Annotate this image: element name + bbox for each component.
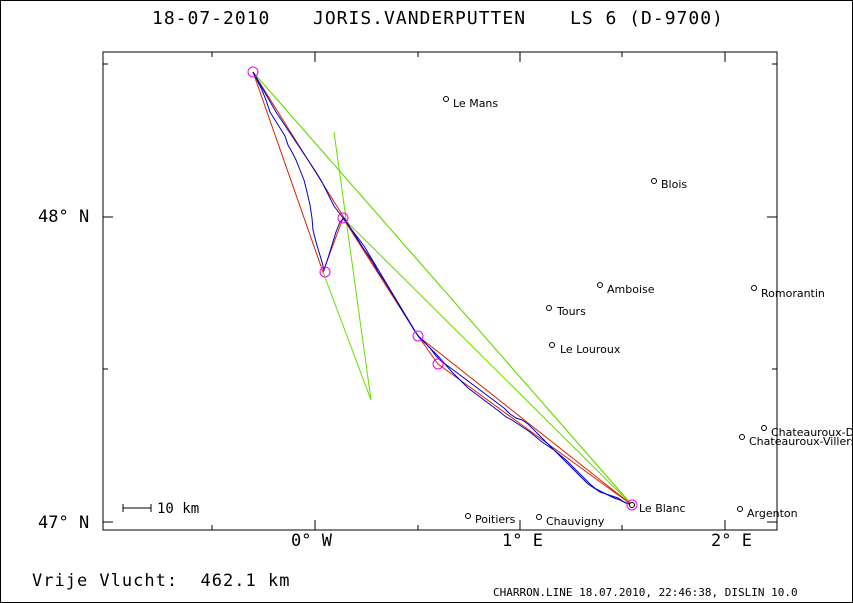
- gps-track-alt: [252, 71, 633, 506]
- city-label: Chauvigny: [546, 515, 605, 528]
- city-label: Poitiers: [475, 513, 516, 526]
- city-markers: [443, 96, 767, 520]
- pilot-name: JORIS.VANDERPUTTEN: [313, 8, 527, 29]
- turnpoint-start: [247, 66, 259, 78]
- distance-label: Vrije Vlucht:: [32, 571, 179, 591]
- city-label: Tours: [556, 305, 586, 318]
- city-label: Le Mans: [453, 97, 498, 110]
- turnpoints: [247, 66, 638, 511]
- city-label: Le Louroux: [560, 343, 621, 356]
- free-flight-legs: [252, 71, 633, 506]
- x-label-2e: 2° E: [711, 531, 752, 551]
- turnpoint-5: [432, 358, 444, 370]
- turnpoint-2: [319, 266, 331, 278]
- city-label: Romorantin: [761, 287, 825, 300]
- plot-area: [102, 51, 778, 531]
- software-credit: CHARRON.LINE 18.07.2010, 22:46:38, DISLI…: [493, 586, 798, 599]
- city-label: Le Blanc: [639, 502, 686, 515]
- free-flight-distance: Vrije Vlucht: 462.1 km: [32, 571, 290, 591]
- flight-date: 18-07-2010: [152, 8, 271, 29]
- glider-type: LS 6 (D-9700): [570, 8, 724, 29]
- y-label-48n: 48° N: [38, 207, 90, 227]
- city-label: Amboise: [607, 283, 655, 296]
- city-label: Chateauroux-D: [771, 426, 853, 439]
- x-label-0w: 0° W: [291, 531, 332, 551]
- x-label-1e: 1° E: [502, 531, 543, 551]
- scale-bar-label: 10 km: [157, 501, 199, 517]
- y-label-47n: 47° N: [38, 513, 90, 533]
- distance-value: 462.1 km: [200, 571, 291, 591]
- scale-bar: [122, 504, 152, 512]
- city-label: Blois: [661, 178, 687, 191]
- city-labels: Le Mans Blois Amboise Romorantin Tours L…: [453, 97, 853, 528]
- city-label: Argenton: [747, 507, 798, 520]
- city-label: Chateauroux-Villers: [749, 435, 853, 448]
- turnpoint-3: [337, 212, 349, 224]
- axis-ticks: [103, 52, 777, 530]
- flight-header: 18-07-2010 JORIS.VANDERPUTTEN LS 6 (D-97…: [0, 8, 853, 34]
- turnpoint-4: [412, 330, 424, 342]
- turnpoint-finish: [626, 499, 638, 511]
